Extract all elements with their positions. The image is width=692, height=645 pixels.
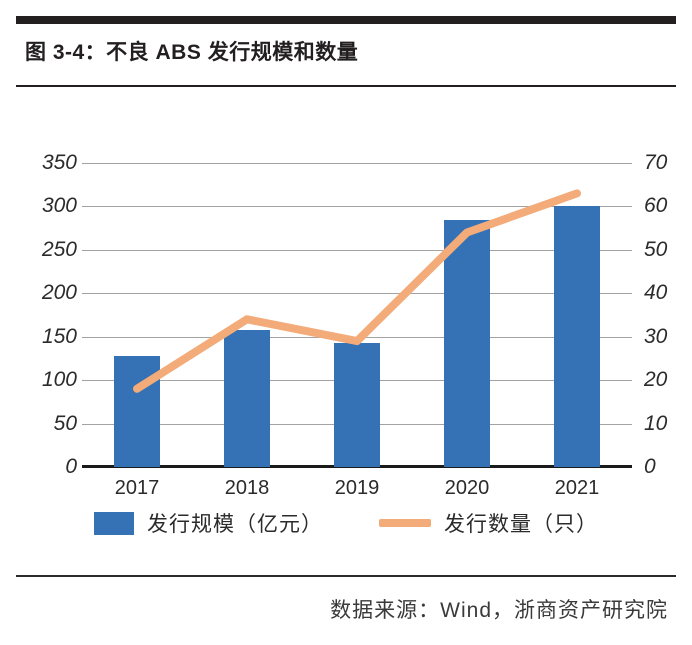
y-tick-right-60: 60 [644,194,668,218]
y-axis-left: 350 300 250 200 150 100 50 0 [22,151,77,478]
line-series-swatch [379,519,431,527]
bar-2021 [554,206,600,467]
line-series-label: 发行数量（只） [444,513,598,536]
x-tick-2021: 2021 [554,477,600,499]
bar-series-label: 发行规模（亿元） [147,513,323,536]
y-tick-left-350: 350 [41,151,77,174]
bar-2018 [224,329,270,467]
y-tick-left-100: 100 [41,368,77,392]
y-tick-left-300: 300 [41,194,77,218]
legend: 发行规模（亿元） 发行数量（只） [40,508,652,538]
gridline-300 [82,206,632,208]
y-tick-left-150: 150 [41,324,77,348]
title-divider [16,85,676,87]
y-tick-left-0: 0 [65,455,77,478]
legend-item-line: 发行数量（只） [379,508,598,538]
y-tick-right-10: 10 [644,411,668,435]
gridline-250 [82,249,632,251]
bar-2019 [334,342,380,467]
y-tick-right-50: 50 [644,237,668,261]
y-tick-left-250: 250 [41,237,77,261]
y-tick-right-40: 40 [644,281,668,305]
x-axis: 2017 2018 2019 2020 2021 [82,477,632,503]
x-tick-2019: 2019 [334,477,380,499]
data-source: 数据来源：Wind，浙商资产研究院 [330,599,668,622]
y-tick-right-20: 20 [644,368,668,392]
y-tick-right-70: 70 [644,151,668,174]
bar-2017 [114,355,160,467]
legend-item-bar: 发行规模（亿元） [94,508,323,538]
y-tick-left-200: 200 [41,281,77,305]
line-series [133,189,581,393]
x-tick-2017: 2017 [114,477,160,499]
bar-2020 [444,219,490,467]
x-tick-2020: 2020 [444,477,490,499]
y-tick-right-0: 0 [644,455,656,478]
gridline-350 [82,163,632,164]
top-rule [16,16,676,24]
y-axis-right: 70 60 50 40 30 20 10 0 [644,151,690,478]
x-tick-2018: 2018 [224,477,270,499]
bar-series-swatch [94,511,134,535]
gridline-200 [82,293,632,295]
footer-divider [16,575,676,577]
figure-title: 图 3-4：不良 ABS 发行规模和数量 [25,41,359,64]
y-tick-right-30: 30 [644,324,668,348]
y-tick-left-50: 50 [53,411,77,435]
plot-area [82,163,632,468]
